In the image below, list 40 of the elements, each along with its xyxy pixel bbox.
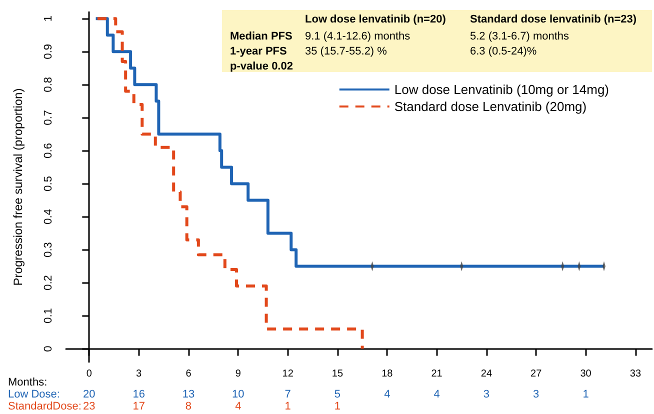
text: Low Dose:: [8, 388, 60, 400]
annotation: 9.1 (4.1-12.6) months: [305, 30, 411, 42]
text: 20 16 13 10 7 5 4 4 3 3 1: [83, 388, 589, 400]
y-tick-label: 0.7: [42, 110, 54, 126]
x-tick-label: 21: [431, 368, 443, 380]
x-tick-label: 33: [630, 368, 642, 380]
legend-label: Standard dose Lenvatinib (20mg): [394, 99, 587, 114]
annotation: 6.3 (0.5-24)%: [470, 46, 537, 58]
x-tick-label: 15: [332, 368, 344, 380]
x-tick-label: 27: [530, 368, 542, 380]
y-tick-label: 0.4: [42, 209, 54, 224]
y-tick-label: 0: [42, 346, 54, 352]
x-tick-label: 24: [480, 368, 492, 380]
text: StandardDose:: [8, 400, 82, 412]
text: 23 17 8 4 1 1: [83, 400, 341, 412]
y-tick-label: 0.2: [42, 275, 54, 290]
y-tick-label: 1: [42, 16, 54, 22]
y-tick-label: 0.5: [42, 176, 54, 192]
legend-label: Low dose Lenvatinib (10mg or 14mg): [394, 82, 610, 97]
y-tick-label: 0.8: [42, 76, 54, 92]
y-tick-label: 0.6: [42, 143, 54, 158]
x-tick-label: 3: [136, 368, 142, 380]
y-tick-label: 0.9: [42, 44, 54, 60]
x-tick-label: 0: [86, 368, 92, 380]
x-tick-label: 18: [382, 368, 394, 380]
annotation: 1-year PFS: [230, 46, 287, 58]
x-axis-title: Months:: [8, 376, 48, 388]
annotation: p-value 0.02: [230, 60, 293, 72]
y-axis-title: Progression free survival (proportion): [11, 88, 25, 286]
x-tick-label: 12: [282, 368, 294, 380]
y-tick-label: 0.1: [42, 308, 54, 324]
x-tick-label: 6: [186, 368, 192, 380]
annotation: Low dose lenvatinib (n=20): [305, 14, 446, 26]
annotation: 5.2 (3.1-6.7) months: [470, 30, 570, 42]
annotation: Median PFS: [230, 30, 292, 42]
x-tick-label: 9: [235, 368, 242, 380]
annotation: Standard dose lenvatinib (n=23): [470, 14, 637, 26]
annotation: 35 (15.7-55.2) %: [305, 46, 388, 58]
y-tick-label: 0.3: [42, 242, 54, 258]
x-tick-label: 30: [580, 368, 592, 380]
